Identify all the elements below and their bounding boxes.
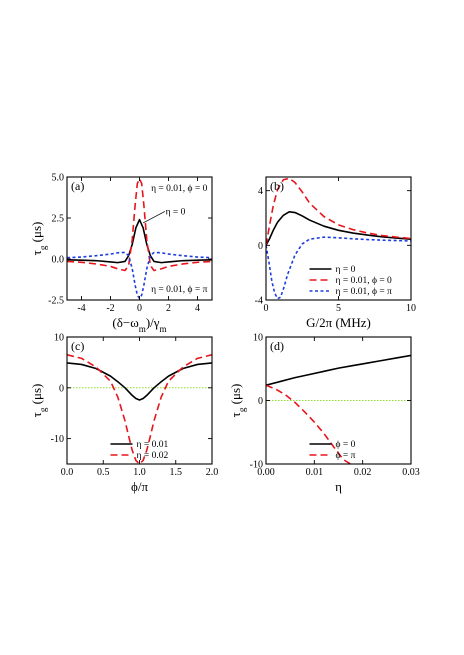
x-axis-label: G/2π (MHz) [306,315,371,330]
series-line-2 [67,177,212,272]
annotation-label: η = 0.01, ϕ = π [151,285,208,295]
panel-label: (b) [270,179,284,193]
y-tick-label: 5.0 [52,173,65,184]
x-tick-label: 0.0 [61,467,74,478]
y-tick-label: -2.5 [48,296,64,307]
panel-label: (d) [270,339,284,353]
series-group [266,354,411,464]
y-tick-label: -4 [255,296,263,307]
x-tick-label: 0.03 [402,467,420,478]
panel-d: 0.00 0.01 0.02 0.03 -10 0 10 η τg (μs) (d) ϕ = 0ϕ … [228,333,420,495]
x-tick-label: 0.00 [257,467,275,478]
x-tick-label: -2 [106,303,114,314]
series-line-1 [266,354,411,387]
x-tick-label: 0.5 [97,467,110,478]
y-axis-label: τg (μs) [29,222,48,256]
panel-a: -4 -2 0 2 4 -2.5 0.0 2.5 5.0 (δ−ωm)/γm τg (μs) (a) η… [29,173,213,334]
x-tick-label: 0 [264,303,269,314]
y-tick-label: 10 [54,333,64,344]
x-tick-label: 0 [137,303,142,314]
y-tick-label: 0 [258,396,263,407]
panel-c: 0.0 0.5 1.0 1.5 2.0 -10 0 10 ϕ/π τg (μs) (c) η = 0.… [29,333,218,495]
series-line-1 [266,211,411,246]
series-group [67,354,212,464]
x-tick-label: 0.01 [306,467,324,478]
x-tick-label: 4 [195,303,200,314]
x-tick-label: 1.5 [170,467,183,478]
annotation-label: η = 0 [166,208,186,218]
series-line-2 [266,384,351,464]
x-tick-label: 2 [166,303,171,314]
x-axis-label: η [335,479,342,494]
panel-label: (a) [71,179,84,193]
y-tick-label: 0.0 [52,255,65,266]
series-group [67,177,212,300]
x-tick-label: -4 [77,303,85,314]
legend-label: η = 0.02 [137,451,169,461]
y-tick-label: -10 [250,460,263,471]
series-line-3 [266,236,411,300]
y-axis-label: τg (μs) [228,384,247,418]
series-line-1 [67,218,212,264]
panel-label: (c) [71,339,84,353]
legend-label: η = 0.01, ϕ = π [336,287,393,297]
series-line-1 [67,362,212,401]
x-tick-label: 1.0 [133,467,146,478]
x-tick-label: 0.02 [354,467,372,478]
legend-label: η = 0.01, ϕ = 0 [336,276,393,286]
series-line-2 [266,177,411,246]
x-tick-label: 5 [336,303,341,314]
x-axis-label: (δ−ωm)/γm [112,315,166,334]
annotation-pointer [142,211,166,224]
legend-label: η = 0.01 [137,440,169,450]
series-group [266,177,411,300]
x-tick-label: 2.0 [206,467,219,478]
y-tick-label: 10 [253,333,263,344]
y-axis-label: τg (μs) [29,384,48,418]
annotation-label: η = 0.01, ϕ = 0 [151,184,208,194]
x-tick-label: 10 [406,303,416,314]
y-tick-label: -10 [51,434,64,445]
legend-label: ϕ = π [336,451,356,461]
x-axis-label: ϕ/π [131,479,148,494]
plot-frame [66,176,213,301]
legend-label: ϕ = 0 [336,440,356,450]
legend-label: η = 0 [336,265,356,275]
y-tick-label: 0 [258,241,263,252]
y-tick-label: 0 [59,383,64,394]
y-tick-label: 2.5 [52,214,65,225]
y-tick-label: 4 [258,186,263,197]
